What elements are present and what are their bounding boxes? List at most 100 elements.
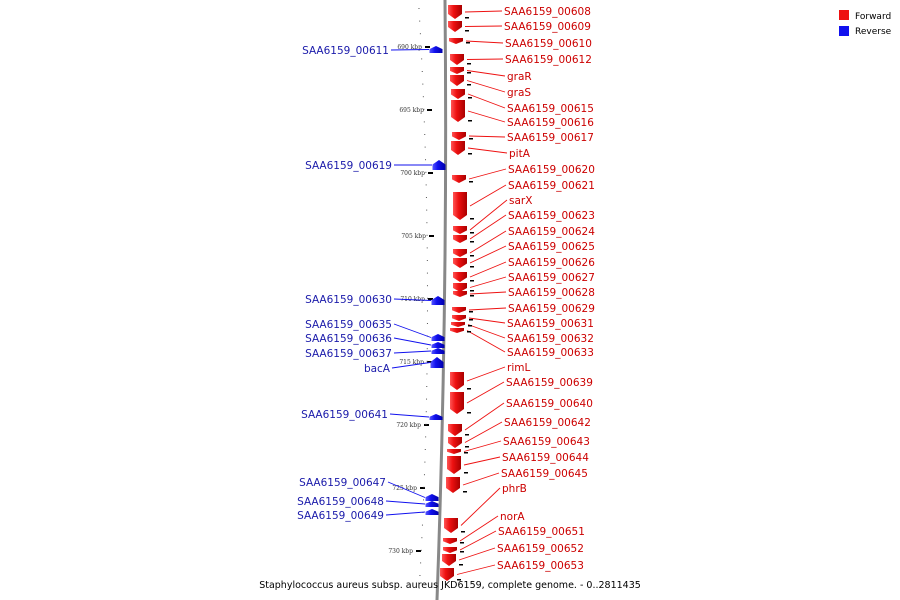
forward-gene-label: phrB [502, 483, 527, 495]
reverse-gene-label: SAA6159_00619 [305, 160, 392, 172]
gene-end-mark [467, 72, 471, 74]
minor-tick [422, 83, 424, 85]
forward-gene-label: sarX [509, 195, 532, 207]
forward-gene-arrow [442, 554, 456, 566]
gene-end-mark [470, 241, 474, 243]
minor-tick [421, 524, 423, 526]
forward-gene-label: SAA6159_00642 [504, 417, 591, 429]
minor-tick [422, 96, 424, 98]
forward-gene-arrow [453, 258, 467, 268]
forward-connector [458, 547, 496, 561]
gene-end-mark [465, 17, 469, 19]
forward-gene-label: SAA6159_00640 [506, 398, 593, 410]
forward-gene-label: SAA6159_00615 [507, 103, 594, 115]
forward-gene-arrow [452, 175, 466, 183]
forward-gene-arrow [451, 89, 465, 99]
forward-connector [469, 199, 508, 231]
legend-forward-label: Forward [855, 12, 891, 22]
forward-gene-arrow [446, 477, 460, 493]
forward-gene-label: pitA [509, 148, 531, 160]
forward-gene-arrow [451, 100, 465, 122]
tick-mark [427, 109, 432, 111]
forward-connector [467, 93, 506, 109]
forward-connector [467, 324, 506, 339]
legend-reverse-label: Reverse [855, 27, 892, 37]
minor-tick [420, 549, 422, 551]
forward-connector [464, 25, 503, 27]
minor-tick [426, 373, 428, 375]
gene-end-mark [469, 311, 473, 313]
forward-connector [469, 261, 507, 278]
genome-caption: Staphylococcus aureus subsp. aureus JKD6… [259, 580, 641, 591]
minor-tick [419, 33, 421, 35]
reverse-connector [389, 413, 430, 418]
reverse-gene-label: SAA6159_00637 [305, 348, 392, 360]
minor-tick [426, 234, 428, 236]
forward-connector [469, 291, 507, 295]
reverse-connector [393, 323, 432, 338]
minor-tick [426, 398, 428, 400]
forward-gene-arrow [450, 372, 464, 390]
forward-gene-arrow [450, 67, 464, 74]
reverse-connector [390, 49, 430, 51]
gene-end-mark [467, 63, 471, 65]
forward-gene-label: SAA6159_00645 [501, 468, 588, 480]
forward-gene-label: SAA6159_00612 [505, 54, 592, 66]
forward-gene-arrow [453, 235, 467, 243]
forward-gene-arrow [452, 307, 466, 313]
gene-end-mark [468, 120, 472, 122]
forward-gene-label: SAA6159_00625 [508, 241, 595, 253]
gene-end-mark [470, 295, 474, 297]
forward-gene-arrow [450, 328, 464, 333]
forward-connector [463, 440, 502, 452]
forward-connector [459, 530, 497, 551]
gene-labels: SAA6159_00608 SAA6159_00609 SAA6159_00610 S… [297, 6, 595, 572]
forward-connector [460, 487, 501, 526]
forward-connector [464, 421, 503, 443]
forward-gene-arrow [443, 547, 457, 553]
forward-gene-label: SAA6159_00632 [507, 333, 594, 345]
forward-connector [466, 80, 506, 93]
label-connectors [385, 10, 508, 575]
forward-gene-label: SAA6159_00627 [508, 272, 595, 284]
gene-end-mark [461, 531, 465, 533]
forward-gene-label: rimL [507, 362, 530, 374]
gene-end-mark [469, 319, 473, 321]
minor-tick [423, 121, 425, 123]
minor-tick [425, 411, 427, 413]
gene-end-mark [468, 153, 472, 155]
legend-reverse-swatch [839, 26, 849, 36]
forward-connector [466, 330, 506, 353]
forward-connector [468, 307, 507, 311]
gene-end-mark [470, 266, 474, 268]
gene-end-mark [468, 97, 472, 99]
minor-tick [425, 171, 427, 173]
gene-end-mark [463, 491, 467, 493]
gene-end-mark [467, 412, 471, 414]
forward-gene-arrow [453, 283, 467, 292]
forward-gene-label: SAA6159_00620 [508, 164, 595, 176]
forward-connector [465, 40, 504, 44]
forward-gene-arrow [448, 21, 462, 32]
forward-connector [469, 230, 507, 254]
reverse-gene-label: SAA6159_00641 [301, 409, 388, 421]
minor-tick [419, 575, 421, 576]
tick-mark [420, 487, 425, 489]
gene-end-mark [465, 30, 469, 32]
minor-tick [424, 134, 426, 135]
forward-gene-arrow [440, 568, 454, 581]
forward-connector [469, 245, 507, 264]
minor-tick [421, 71, 423, 72]
reverse-gene-label: SAA6159_00648 [297, 496, 384, 508]
reverse-gene-label: SAA6159_00630 [305, 294, 392, 306]
gene-end-mark [465, 446, 469, 448]
reverse-gene-arrow [429, 46, 443, 53]
forward-gene-label: graS [507, 87, 531, 99]
forward-gene-arrow [448, 437, 462, 448]
forward-gene-label: SAA6159_00652 [497, 543, 584, 555]
forward-connector [466, 366, 506, 382]
tick-label: 730 kbp [388, 548, 413, 555]
reverse-gene-arrow [425, 501, 439, 507]
forward-connector [469, 214, 507, 240]
forward-connector [462, 472, 500, 486]
